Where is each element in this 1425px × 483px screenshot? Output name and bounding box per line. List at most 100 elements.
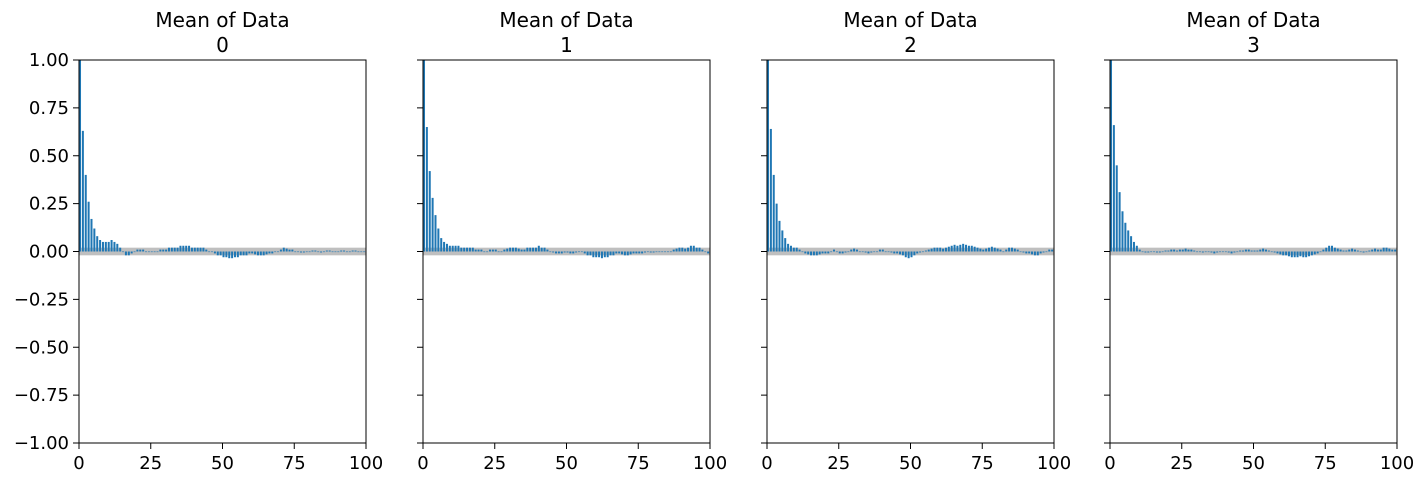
- acf-bar: [506, 248, 509, 252]
- acf-bar: [1028, 251, 1031, 254]
- acf-bar: [153, 251, 156, 253]
- acf-bar: [277, 251, 280, 253]
- acf-bar: [320, 251, 323, 253]
- acf-bar: [833, 249, 836, 252]
- acf-bar: [302, 251, 305, 253]
- acf-bar: [425, 127, 428, 252]
- x-tick-label: 50: [1242, 453, 1265, 474]
- acf-bar: [792, 247, 795, 252]
- acf-bar: [299, 251, 302, 253]
- acf-bar: [1290, 251, 1293, 258]
- acf-bar: [896, 251, 899, 254]
- acf-bar: [156, 251, 159, 253]
- acf-bar: [291, 249, 294, 252]
- acf-bar: [445, 243, 448, 252]
- acf-bar: [658, 251, 661, 253]
- acf-bar: [1348, 249, 1351, 252]
- acf-bar: [231, 251, 234, 259]
- acf-bar: [549, 251, 552, 253]
- acf-bar: [867, 251, 870, 254]
- acf-bar: [643, 251, 646, 253]
- acf-bar: [1319, 251, 1322, 253]
- acf-bar: [1371, 249, 1374, 252]
- acf-bar: [219, 251, 222, 256]
- acf-bar: [428, 171, 431, 252]
- acf-bar: [1253, 250, 1256, 252]
- acf-bar: [646, 251, 649, 253]
- acf-bar: [1158, 251, 1161, 253]
- subplot-subtitle: 2: [904, 33, 917, 57]
- acf-bar: [193, 247, 196, 252]
- acf-bar: [684, 248, 687, 252]
- acf-bar: [147, 251, 150, 253]
- acf-bar: [603, 251, 606, 258]
- acf-bar: [1328, 245, 1331, 252]
- acf-bar: [1193, 250, 1196, 252]
- x-tick-label: 50: [211, 453, 234, 474]
- y-tick-label: 1.00: [29, 50, 69, 71]
- acf-bar: [641, 251, 644, 254]
- acf-bar: [167, 247, 170, 252]
- acf-bar: [781, 230, 784, 252]
- acf-bar: [1207, 251, 1210, 253]
- acf-bar: [127, 251, 130, 256]
- acf-bar: [1190, 249, 1193, 252]
- acf-bar: [1135, 245, 1138, 252]
- acf-bar: [1150, 251, 1153, 253]
- acf-bar: [494, 249, 497, 252]
- acf-bar: [1279, 251, 1282, 255]
- x-tick-label: 100: [1380, 453, 1414, 474]
- acf-bar: [936, 247, 939, 252]
- acf-bar: [179, 245, 182, 252]
- acf-bar: [322, 251, 325, 253]
- acf-bar: [632, 251, 635, 254]
- acf-bar: [1394, 249, 1397, 252]
- acf-bar: [1025, 251, 1028, 254]
- acf-bar: [526, 247, 529, 252]
- acf-bar: [580, 251, 583, 253]
- acf-bar: [563, 251, 566, 253]
- acf-bar: [675, 248, 678, 252]
- acf-bar: [537, 245, 540, 252]
- acf-bar: [222, 251, 225, 258]
- acf-bar: [1121, 211, 1124, 252]
- acf-bar: [649, 251, 652, 253]
- acf-bar: [953, 244, 956, 252]
- acf-bar: [1008, 247, 1011, 252]
- acf-bar: [340, 250, 343, 252]
- acf-bar: [687, 247, 690, 252]
- acf-bar: [661, 251, 664, 253]
- acf-bar: [621, 251, 624, 255]
- acf-bar: [1305, 251, 1308, 258]
- acf-bar: [987, 247, 990, 252]
- x-tick-label: 100: [349, 453, 383, 474]
- acf-bar: [982, 249, 985, 252]
- acf-bar: [1213, 251, 1216, 254]
- acf-bar: [1176, 250, 1179, 252]
- acf-bar: [798, 249, 801, 252]
- acf-bar: [434, 215, 437, 252]
- acf-bar: [162, 249, 165, 252]
- acf-bar: [205, 249, 208, 252]
- acf-bar: [1273, 251, 1276, 253]
- acf-bar: [331, 251, 334, 253]
- acf-bar: [1155, 251, 1158, 253]
- acf-bar: [423, 60, 426, 252]
- acf-bar: [233, 251, 236, 258]
- acf-bar: [623, 251, 626, 256]
- acf-bar: [586, 251, 589, 256]
- acf-bar: [830, 251, 833, 253]
- acf-bar: [540, 247, 543, 252]
- acf-bar: [881, 249, 884, 252]
- acf-bar: [454, 245, 457, 252]
- acf-bar: [1293, 251, 1296, 258]
- acf-bar: [503, 249, 506, 252]
- acf-bar: [815, 251, 818, 256]
- acf-bar: [612, 251, 615, 256]
- acf-bar: [1013, 248, 1016, 252]
- acf-bar: [893, 251, 896, 254]
- acf-bar: [1045, 251, 1048, 253]
- acf-bar: [1270, 251, 1273, 253]
